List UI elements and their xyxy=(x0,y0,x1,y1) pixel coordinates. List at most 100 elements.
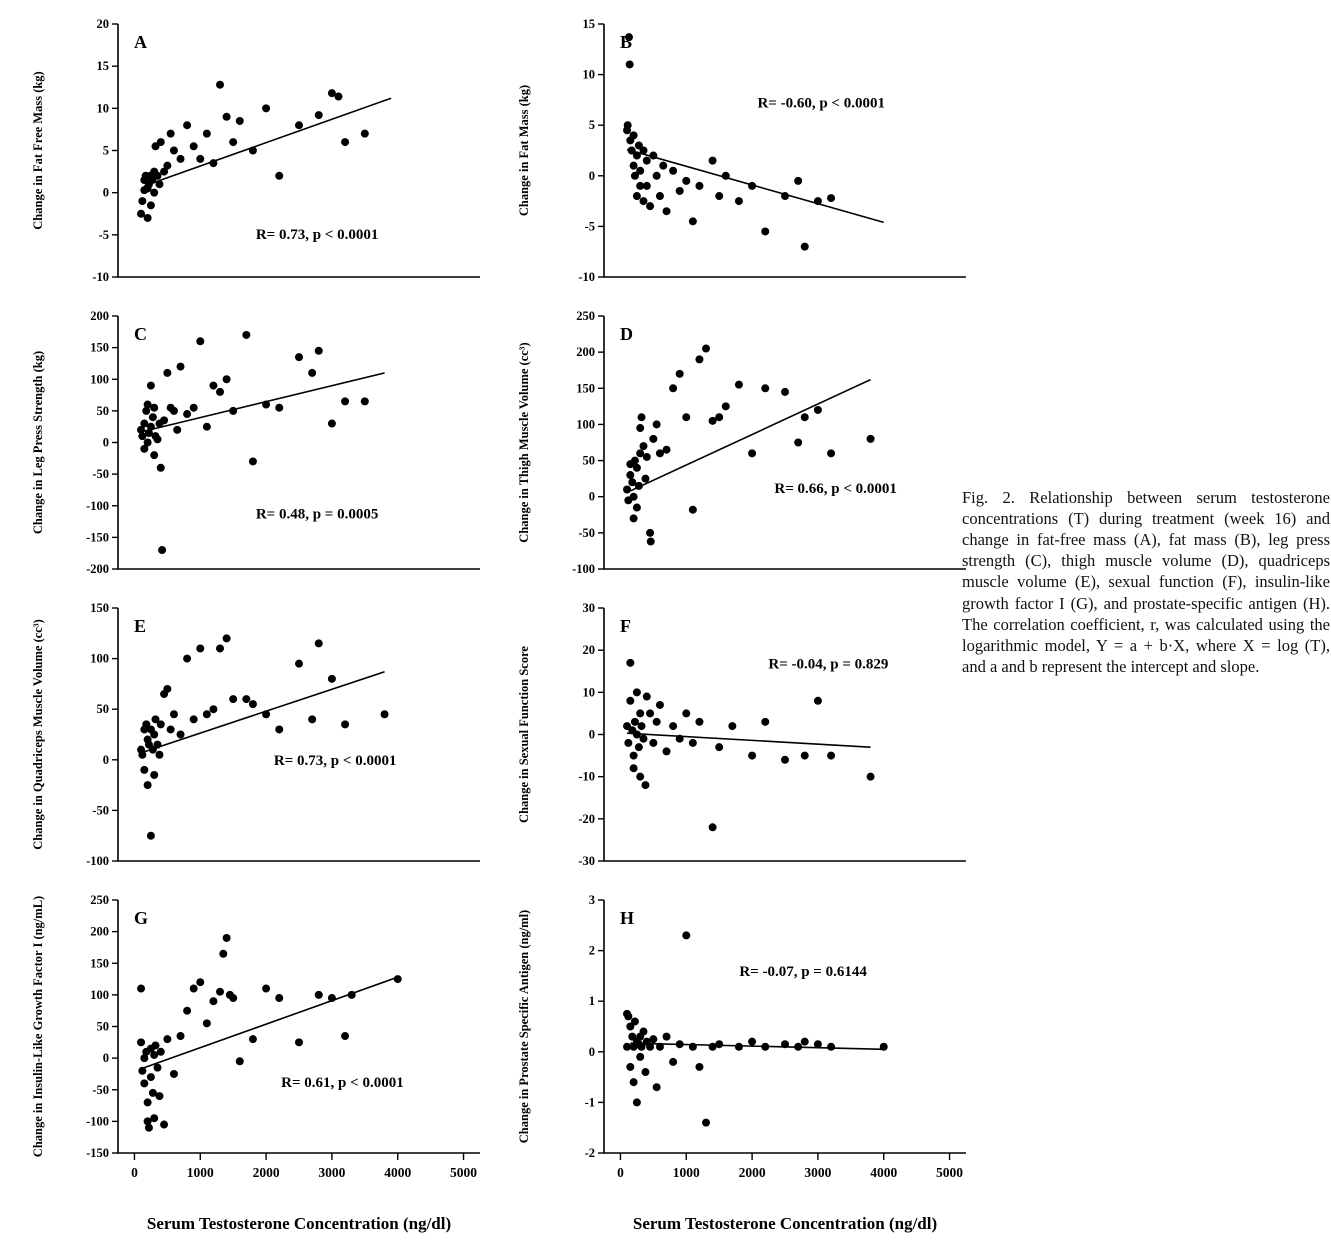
data-point xyxy=(627,146,636,155)
axes xyxy=(603,24,966,278)
data-point xyxy=(800,1037,809,1046)
data-point xyxy=(143,213,152,222)
data-point xyxy=(781,1040,789,1049)
x-tick-label: 4000 xyxy=(870,1165,897,1180)
y-axis-label: Change in Fat Mass (kg) xyxy=(517,85,531,216)
x-tick-label: 2000 xyxy=(253,1165,280,1180)
data-point xyxy=(642,156,651,165)
data-point xyxy=(641,474,650,483)
data-point xyxy=(137,209,146,218)
data-point xyxy=(202,710,211,719)
data-point xyxy=(662,1032,671,1041)
data-point xyxy=(163,1035,172,1044)
data-point xyxy=(781,192,789,201)
panel-C-chart: 200 150 100 50 0 -50 -100 -150 -200 C R= 0.48, p =… xyxy=(31,309,480,576)
data-point xyxy=(173,425,182,434)
data-point xyxy=(761,227,770,236)
data-point xyxy=(646,1042,655,1051)
data-point xyxy=(169,710,178,719)
correlation-annotation: R= 0.73, p < 0.0001 xyxy=(256,227,379,243)
regression-line xyxy=(630,1042,884,1051)
data-point xyxy=(655,449,664,458)
y-tick-label: -100 xyxy=(572,562,595,576)
data-point xyxy=(813,405,822,414)
data-point xyxy=(646,537,655,546)
data-point xyxy=(649,738,658,747)
axes xyxy=(117,608,480,862)
panel-letter: F xyxy=(620,616,631,636)
data-point xyxy=(632,730,641,739)
y-tick-label: 100 xyxy=(90,372,109,386)
panel-letter: A xyxy=(134,32,147,52)
x-tick-label: 3000 xyxy=(804,1165,831,1180)
data-point xyxy=(781,755,789,764)
data-point xyxy=(625,60,634,69)
data-point xyxy=(634,141,643,150)
data-point xyxy=(314,111,323,120)
data-point xyxy=(144,429,153,438)
panel-letter: B xyxy=(620,32,632,52)
data-point xyxy=(708,416,717,425)
x-tick-label: 0 xyxy=(131,1165,138,1180)
data-point xyxy=(630,1017,639,1026)
x-tick-label: 0 xyxy=(617,1165,624,1180)
data-point xyxy=(242,330,251,339)
data-point xyxy=(143,400,152,409)
data-points xyxy=(137,634,389,840)
data-point xyxy=(637,1042,646,1051)
data-point xyxy=(262,400,271,409)
data-point xyxy=(669,722,678,731)
data-point xyxy=(675,1040,684,1049)
y-axis-label: Change in Fat Free Mass (kg) xyxy=(31,71,45,229)
data-point xyxy=(275,725,284,734)
y-axis-label: Change in Sexual Function Score xyxy=(517,646,531,823)
y-axis-label: Change in Insulin-Like Growth Factor I (… xyxy=(31,896,45,1157)
data-point xyxy=(150,403,159,412)
y-tick-label: -100 xyxy=(86,499,109,513)
panel-F-chart: 30 20 10 0 -10 -20 -30 F R= -0.04, p = 0.829 Chan… xyxy=(517,601,966,868)
y-tick-label: 2 xyxy=(589,944,595,958)
panel-E-cell: 150 100 50 0 -50 -100 E R= 0.73, p < 0.0001 Chan… xyxy=(26,594,496,884)
data-point xyxy=(761,384,770,393)
data-point xyxy=(632,463,641,472)
data-point xyxy=(341,1031,350,1040)
data-point xyxy=(142,406,151,415)
y-tick-label: -100 xyxy=(86,854,109,868)
data-point xyxy=(248,1035,257,1044)
data-point xyxy=(262,104,271,113)
y-tick-label: -5 xyxy=(585,219,595,233)
data-point xyxy=(669,384,678,393)
data-point xyxy=(630,456,639,465)
data-point xyxy=(327,674,336,683)
data-point xyxy=(143,438,152,447)
data-point xyxy=(275,171,284,180)
data-point xyxy=(813,197,822,206)
data-point xyxy=(626,1062,635,1071)
data-point xyxy=(202,422,211,431)
panel-D-cell: 250 200 150 100 50 0 -50 -100 D R= 0.66, p < 0.00… xyxy=(512,302,982,592)
data-point xyxy=(150,188,159,197)
data-point xyxy=(813,1040,822,1049)
data-point xyxy=(144,1123,153,1132)
data-point xyxy=(222,634,231,643)
data-point xyxy=(632,503,641,512)
data-point xyxy=(140,444,149,453)
data-point xyxy=(626,658,635,667)
data-point xyxy=(827,751,836,760)
data-point xyxy=(708,823,717,832)
data-point xyxy=(813,696,822,705)
y-tick-label: 150 xyxy=(90,956,109,970)
data-point xyxy=(183,410,192,419)
data-points xyxy=(137,330,369,555)
data-point xyxy=(688,1042,697,1051)
data-point xyxy=(209,705,218,714)
data-point xyxy=(166,129,175,138)
y-tick-label: -1 xyxy=(585,1095,595,1109)
data-point xyxy=(688,738,697,747)
data-point xyxy=(169,406,178,415)
figure-caption: Fig. 2. Relationship between serum testo… xyxy=(962,488,1330,676)
data-point xyxy=(629,514,638,523)
x-tick-label: 3000 xyxy=(318,1165,345,1180)
data-point xyxy=(146,831,155,840)
data-point xyxy=(702,344,711,353)
